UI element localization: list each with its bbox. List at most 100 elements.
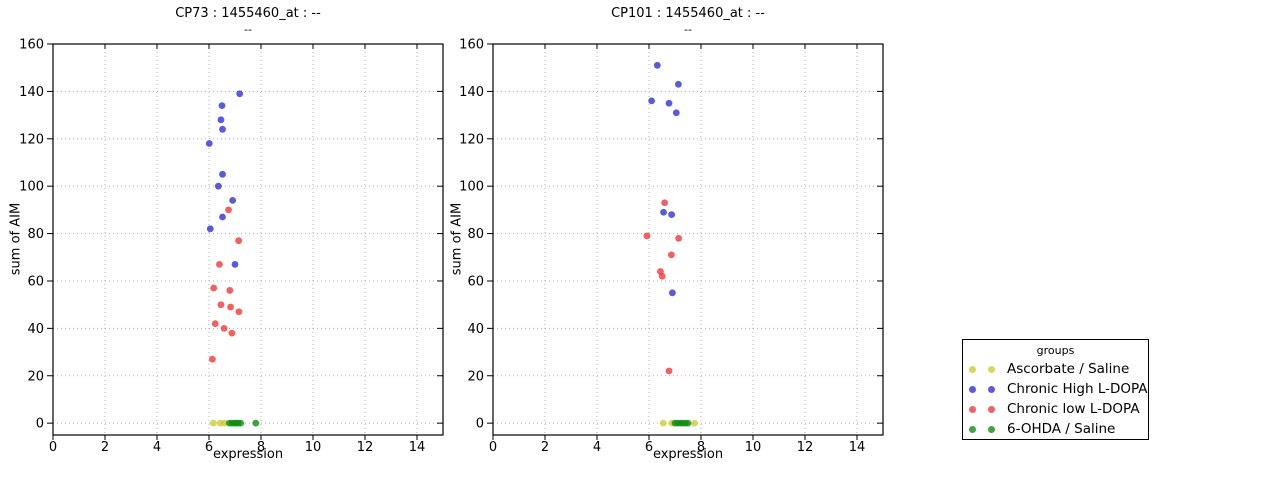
y-tick-label: 160 [19,38,44,53]
data-point [225,206,232,214]
data-point [235,308,243,316]
x-tick-label: 6 [645,440,653,455]
x-tick-label: 14 [409,440,426,455]
ascorbate-marker-icon [969,365,976,373]
data-point [674,80,682,88]
data-point [227,303,234,311]
legend-row-6ohda: 6-OHDA / Saline [963,419,1148,439]
plot1-xaxis-label: expression [212,447,284,462]
y-tick-label: 120 [19,132,44,147]
data-point [228,329,236,337]
plot2-yaxis-label: sum of AIM [449,202,465,276]
ohda-marker-icon [969,425,976,433]
x-tick-label: 14 [849,440,866,455]
data-point [219,170,226,178]
data-point [226,287,234,294]
data-point [665,99,673,107]
y-tick-label: 80 [467,227,484,242]
data-point [665,367,673,375]
data-point [643,232,651,240]
plot1-yaxis-label: sum of AIM [8,202,24,276]
y-tick-label: 140 [19,85,44,100]
data-point [219,125,226,133]
chronic-high-marker-icon [969,385,976,393]
data-point [210,419,217,427]
data-point [235,237,243,245]
data-point [220,324,228,332]
x-tick-label: 2 [541,440,549,455]
x-tick-label: 6 [205,440,213,455]
y-tick-label: 120 [459,132,484,147]
data-point [691,419,698,427]
legend-row-chronic-low: Chronic low L-DOPA [963,399,1148,419]
data-point [216,260,223,268]
legend-row-chronic-high: Chronic High L-DOPA [963,379,1148,399]
plot-frame [492,43,884,436]
x-tick-label: 12 [797,440,814,455]
data-point [660,208,667,216]
data-point [672,109,680,117]
x-tick-label: 2 [101,440,109,455]
data-point [668,211,676,219]
data-point [237,419,245,427]
plot2-subtitle: -- [684,23,692,36]
x-tick-label: 10 [745,440,762,455]
data-point [669,289,676,297]
x-tick-label: 4 [593,440,601,455]
data-point [210,284,218,292]
plot2-title: CP101 : 1455460_at : -- [611,6,765,21]
y-tick-label: 140 [459,85,484,100]
plot1-title: CP73 : 1455460_at : -- [175,6,321,21]
data-point [220,419,228,427]
legend-label: Ascorbate / Saline [1007,361,1130,377]
chronic-low-marker-icon [988,405,995,413]
plot2-xaxis-label: expression [652,447,724,462]
data-point [661,199,668,207]
data-point [206,225,214,233]
data-point [211,320,219,328]
x-tick-label: 8 [697,440,705,455]
y-tick-label: 20 [467,369,484,384]
legend-label: 6-OHDA / Saline [1007,421,1116,437]
y-tick-label: 0 [36,417,44,432]
x-tick-label: 8 [257,440,265,455]
y-tick-label: 100 [459,180,484,195]
data-point [667,251,675,259]
y-tick-label: 40 [467,322,484,337]
legend: groups Ascorbate / Saline Chronic High L… [962,339,1149,440]
data-point [218,102,226,110]
y-tick-label: 100 [19,180,44,195]
data-point [675,234,683,242]
legend-title: groups [1036,344,1075,357]
data-point [684,419,692,427]
x-tick-label: 0 [49,440,57,455]
data-point [217,116,225,124]
data-point [658,272,666,280]
data-point [229,197,237,204]
data-point [217,301,225,309]
legend-row-ascorbate: Ascorbate / Saline [963,359,1148,379]
chronic-high-marker-icon [988,385,995,393]
data-point [205,140,213,147]
data-point [231,260,239,268]
ascorbate-marker-icon [988,365,995,373]
y-tick-label: 20 [27,369,44,384]
y-tick-label: 160 [459,38,484,53]
data-point [648,97,655,105]
data-point [252,419,260,427]
plot-frame [52,43,444,436]
data-point [214,182,222,190]
ohda-marker-icon [988,425,995,433]
x-tick-label: 10 [305,440,322,455]
data-point [659,419,667,427]
legend-label: Chronic low L-DOPA [1007,401,1140,417]
x-tick-label: 0 [489,440,497,455]
y-tick-label: 60 [27,274,44,289]
y-tick-label: 0 [476,417,484,432]
x-tick-label: 12 [357,440,374,455]
chronic-low-marker-icon [969,405,976,413]
y-tick-label: 40 [27,322,44,337]
data-point [653,61,661,69]
